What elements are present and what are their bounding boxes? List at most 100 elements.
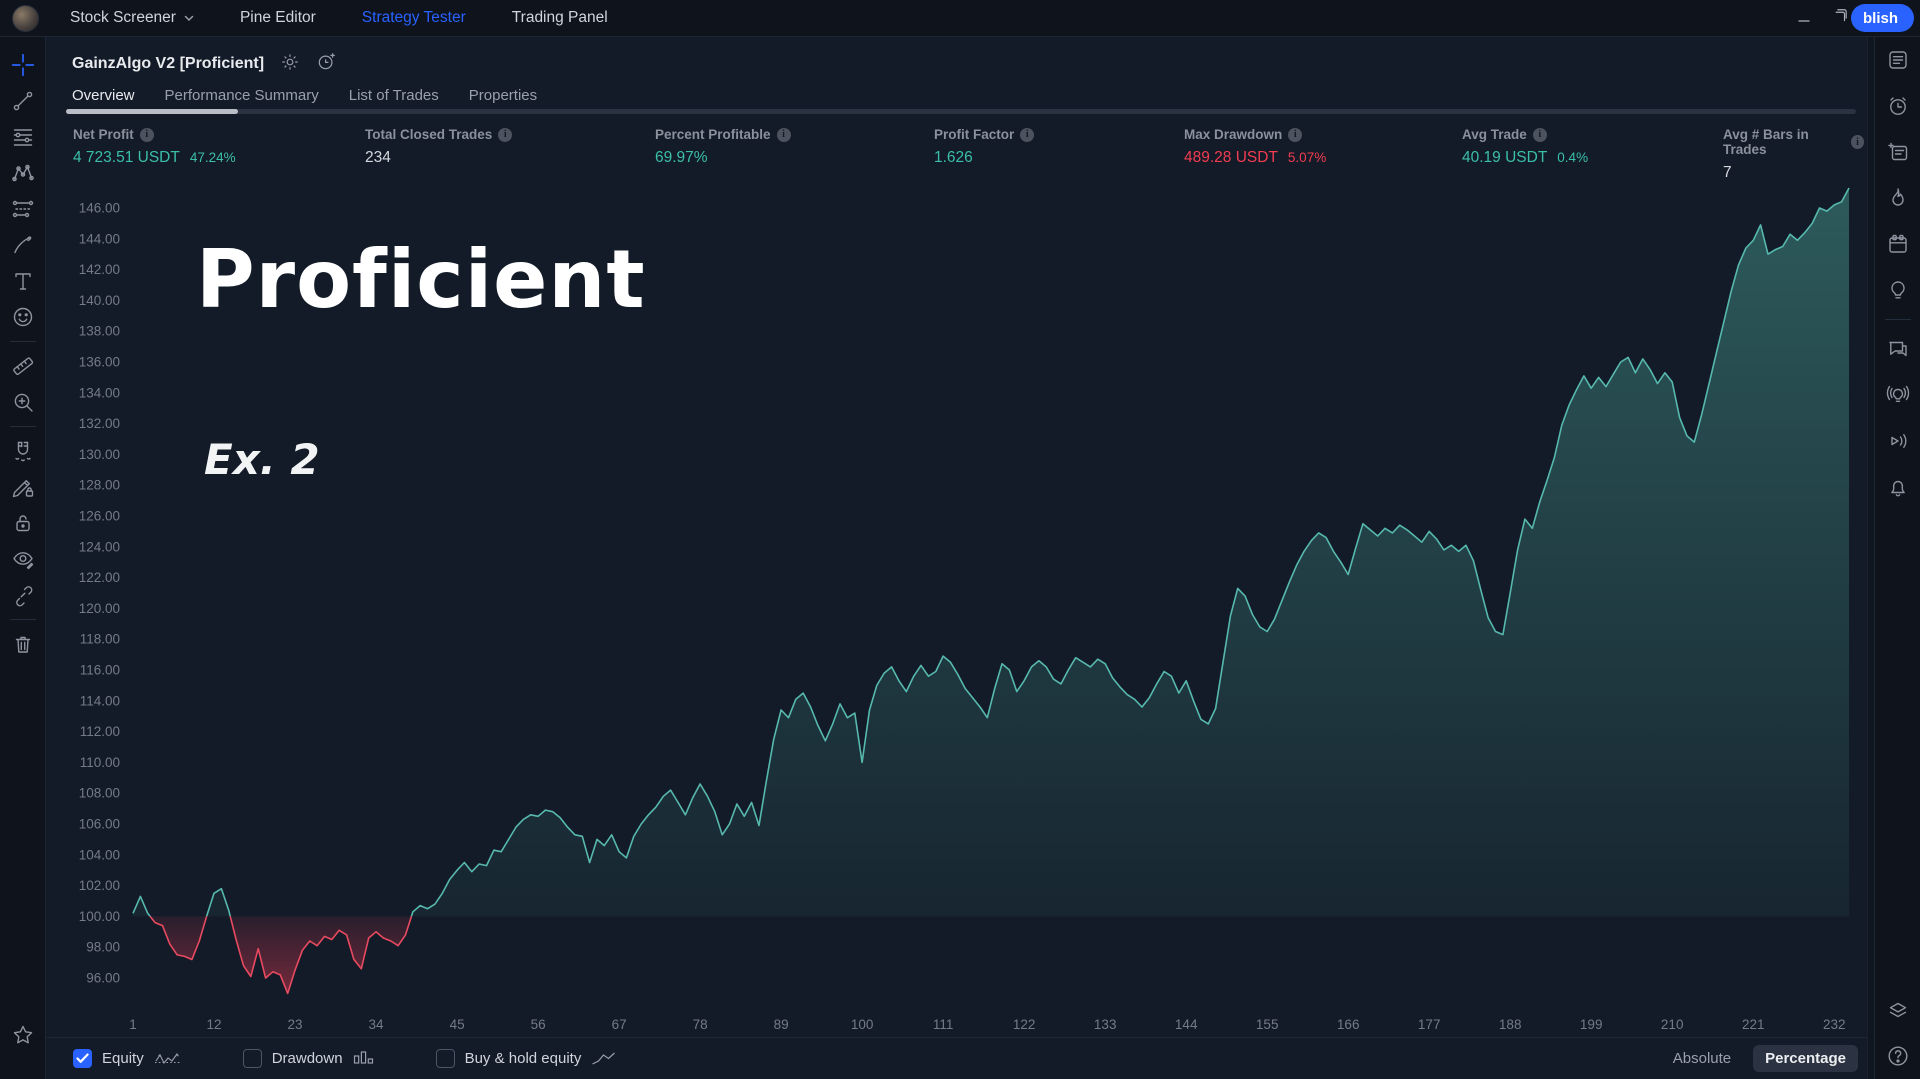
- chat-icon: [1886, 337, 1910, 361]
- svg-text:122.00: 122.00: [79, 570, 120, 585]
- menu-item-strategy-tester[interactable]: Strategy Tester: [362, 9, 466, 27]
- info-icon[interactable]: i: [1020, 127, 1035, 142]
- favorites-star[interactable]: [4, 1017, 42, 1053]
- value-mode-switch: Absolute Percentage: [1661, 1045, 1858, 1072]
- tab-list-of-trades[interactable]: List of Trades: [348, 87, 439, 104]
- svg-text:100: 100: [851, 1017, 874, 1032]
- tab-performance-summary[interactable]: Performance Summary: [164, 87, 319, 104]
- brush-tool[interactable]: [4, 227, 42, 263]
- text-icon: [11, 269, 35, 293]
- svg-text:108.00: 108.00: [79, 786, 120, 801]
- info-icon[interactable]: i: [776, 127, 791, 142]
- stat-profit-factor: Profit Factor i 1.626: [934, 127, 1184, 182]
- object-tree-panel[interactable]: [1879, 987, 1917, 1033]
- menu-item-stock-screener[interactable]: Stock Screener: [70, 9, 194, 27]
- alerts-panel[interactable]: [1879, 83, 1917, 129]
- series-toggles: Equity Drawdown Buy & hold equity: [73, 1049, 616, 1068]
- fib-retracement-tool[interactable]: [4, 119, 42, 155]
- emoji-tool[interactable]: [4, 299, 42, 335]
- drawing-mode-lock[interactable]: [4, 469, 42, 505]
- histogram-icon: [353, 1050, 374, 1067]
- fib-icon: [11, 125, 35, 149]
- svg-text:124.00: 124.00: [79, 539, 120, 554]
- calendar-icon: [1886, 232, 1910, 256]
- toggle-drawdown[interactable]: Drawdown: [242, 1049, 374, 1068]
- svg-text:89: 89: [774, 1017, 789, 1032]
- chat-panel[interactable]: [1879, 326, 1917, 372]
- hotlists-panel[interactable]: [1879, 175, 1917, 221]
- stat-extra-value: 0.4%: [1557, 150, 1589, 165]
- svg-text:177: 177: [1418, 1017, 1441, 1032]
- toggle-label: Drawdown: [271, 1050, 343, 1067]
- publish-button[interactable]: blish: [1850, 4, 1914, 32]
- ideas-stream-panel[interactable]: [1879, 372, 1917, 418]
- checkbox-checked[interactable]: [73, 1049, 92, 1068]
- toolbar-divider: [1884, 319, 1911, 320]
- svg-text:1: 1: [129, 1017, 137, 1032]
- minimize-button[interactable]: [1794, 6, 1814, 31]
- toggle-buy-hold-equity[interactable]: Buy & hold equity: [435, 1049, 617, 1068]
- stat-label: Net Profit: [73, 127, 134, 142]
- mode-percentage[interactable]: Percentage: [1753, 1045, 1858, 1072]
- text-tool[interactable]: [4, 263, 42, 299]
- help-button[interactable]: [1879, 1033, 1917, 1079]
- menu-item-pine-editor[interactable]: Pine Editor: [240, 9, 316, 27]
- right-sidebar: [1874, 37, 1920, 1079]
- svg-text:34: 34: [368, 1017, 384, 1032]
- pattern-tool[interactable]: [4, 155, 42, 191]
- stats-horizontal-scrollbar[interactable]: [66, 109, 1856, 114]
- svg-text:78: 78: [693, 1017, 708, 1032]
- toolbar-divider: [9, 341, 36, 342]
- magnet-icon: [11, 439, 35, 463]
- checkbox-unchecked[interactable]: [242, 1049, 262, 1068]
- toggle-label: Equity: [102, 1050, 144, 1067]
- checkbox-unchecked[interactable]: [435, 1049, 455, 1068]
- svg-text:136.00: 136.00: [79, 355, 120, 370]
- equity-chart[interactable]: 146.00 144.00 142.00 140.00 138.00 136.00 134.…: [46, 177, 1874, 1079]
- svg-text:104.00: 104.00: [79, 847, 120, 862]
- calendar-panel[interactable]: [1879, 221, 1917, 267]
- info-icon[interactable]: i: [1851, 135, 1864, 149]
- panel-scrollbar[interactable]: [1867, 37, 1874, 1079]
- projection-tool[interactable]: [4, 191, 42, 227]
- measure-tool[interactable]: [4, 348, 42, 384]
- info-icon[interactable]: i: [498, 127, 513, 142]
- svg-text:132.00: 132.00: [79, 416, 120, 431]
- tab-overview[interactable]: Overview: [72, 87, 135, 104]
- sync-drawings[interactable]: [4, 577, 42, 613]
- ideas-panel[interactable]: [1879, 267, 1917, 313]
- remove-drawings[interactable]: [4, 626, 42, 662]
- svg-text:67: 67: [612, 1017, 627, 1032]
- add-alert-icon[interactable]: [316, 51, 337, 77]
- notifications-panel[interactable]: [1879, 464, 1917, 510]
- stat-label: Max Drawdown: [1184, 127, 1283, 142]
- streams-panel[interactable]: [1879, 418, 1917, 464]
- restore-button[interactable]: [1832, 6, 1852, 31]
- tab-properties[interactable]: Properties: [468, 87, 538, 104]
- toggle-equity[interactable]: Equity: [73, 1049, 181, 1068]
- mode-absolute[interactable]: Absolute: [1672, 1050, 1732, 1067]
- user-avatar[interactable]: [12, 5, 39, 32]
- stat-avg-bars-in-trades: Avg # Bars in Trades i 7: [1723, 127, 1864, 182]
- pencillock-icon: [11, 475, 35, 499]
- trend-line-tool[interactable]: [4, 83, 42, 119]
- notes-panel[interactable]: [1879, 129, 1917, 175]
- bell-icon: [1886, 475, 1910, 499]
- crosshair-tool[interactable]: [4, 47, 42, 83]
- magnet-mode[interactable]: [4, 433, 42, 469]
- info-icon[interactable]: i: [139, 127, 154, 142]
- menu-item-trading-panel[interactable]: Trading Panel: [512, 9, 608, 27]
- svg-text:106.00: 106.00: [79, 817, 120, 832]
- stat-value: 4 723.51 USDT: [73, 149, 180, 166]
- svg-text:102.00: 102.00: [79, 878, 120, 893]
- stat-value: 1.626: [934, 149, 973, 166]
- menu-item-label: Trading Panel: [511, 9, 608, 26]
- zoom-in-tool[interactable]: [4, 384, 42, 420]
- hide-all-drawings[interactable]: [4, 541, 42, 577]
- lock-all-drawings[interactable]: [4, 505, 42, 541]
- strategy-settings-gear-icon[interactable]: [280, 52, 300, 77]
- watchlist-panel[interactable]: [1879, 37, 1917, 83]
- info-icon[interactable]: i: [1288, 127, 1303, 142]
- info-icon[interactable]: i: [1532, 127, 1547, 142]
- svg-text:23: 23: [287, 1017, 302, 1032]
